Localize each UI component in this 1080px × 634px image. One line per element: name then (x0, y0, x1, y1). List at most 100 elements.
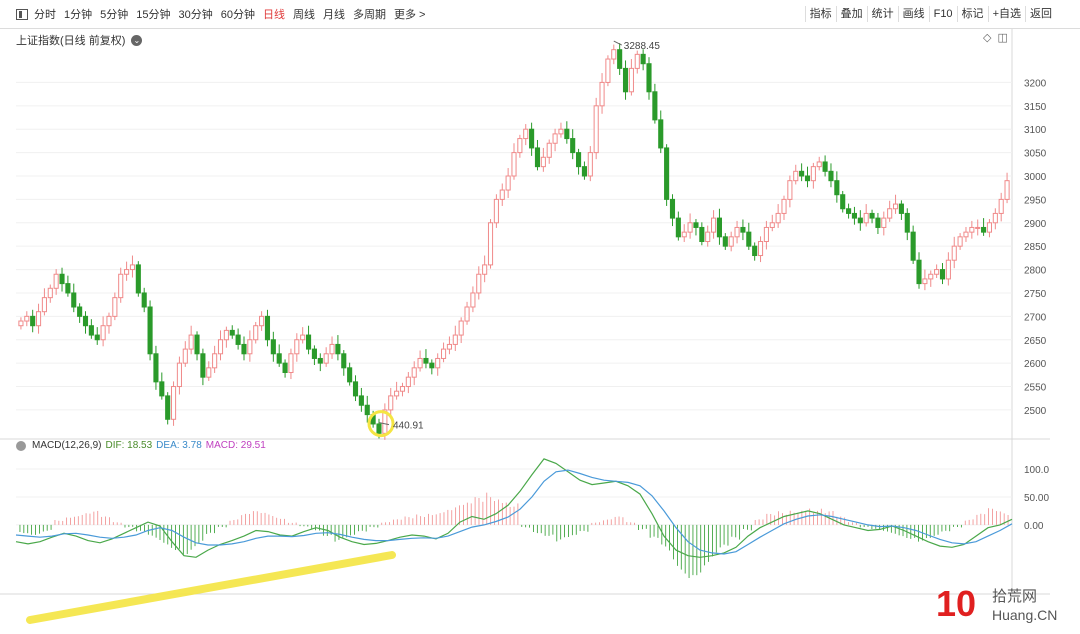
candle-body (863, 212, 869, 224)
candle-body (259, 315, 265, 327)
candle-body (558, 128, 564, 135)
toolbar-actions: 指标 叠加 统计 画线 F10 标记 +自选 返回 (804, 0, 1056, 28)
candle-body (951, 245, 957, 261)
candle-body (388, 395, 394, 411)
period-selector: 分时 1分钟 5分钟 15分钟 30分钟 60分钟 日线 周线 月线 多周期 更多 > (16, 6, 433, 22)
candle-body (165, 395, 171, 420)
candle-body (206, 367, 212, 378)
toolbar-button[interactable]: +自选 (987, 6, 1025, 22)
candle-body (634, 53, 640, 69)
candle-body (112, 297, 118, 317)
candle-body (851, 212, 858, 219)
candle-body (235, 334, 241, 345)
candle-body (94, 334, 100, 341)
period-tab[interactable]: 周线 (293, 9, 315, 21)
candle-body (217, 339, 224, 355)
toolbar-button[interactable]: 统计 (866, 6, 898, 22)
high-marker-line (613, 40, 623, 46)
candle-body (740, 226, 746, 233)
candle-body (722, 236, 728, 247)
macd-tick-label: 50.00 (1024, 493, 1049, 504)
candle-body (986, 222, 993, 233)
price-tick-label: 2500 (1024, 406, 1047, 417)
candle-body (716, 217, 722, 238)
watermark-number: 10 (936, 583, 977, 624)
candle-body (734, 226, 740, 238)
candle-body (687, 222, 693, 233)
candle-body (904, 212, 910, 233)
candle-body (875, 217, 881, 228)
candle-body (599, 81, 605, 107)
candle-body (429, 362, 435, 369)
candle-body (605, 58, 611, 83)
candle-body (640, 53, 646, 65)
candle-body (264, 315, 271, 341)
period-tab[interactable]: 月线 (323, 9, 345, 21)
panel-toggle-icon[interactable]: ◫ (997, 32, 1008, 44)
price-tick-label: 3200 (1024, 78, 1047, 89)
candle-body (681, 231, 687, 238)
toolbar-button[interactable]: 叠加 (835, 6, 867, 22)
sidebar-toggle-icon[interactable] (16, 8, 28, 20)
watermark-site-name: 拾荒网 (992, 588, 1038, 605)
candle-body (118, 273, 124, 299)
candle-body (587, 152, 593, 177)
candle-body (382, 409, 388, 434)
price-tick-label: 2650 (1024, 336, 1047, 347)
candle-body (241, 343, 247, 355)
dif-line (15, 458, 1013, 558)
candle-body (194, 334, 200, 355)
chevron-down-icon[interactable]: ⌄ (131, 34, 143, 46)
diamond-icon[interactable]: ◇ (983, 32, 992, 44)
candle-body (711, 217, 717, 233)
candle-body (100, 325, 106, 341)
candle-body (804, 175, 811, 182)
candle-body (652, 91, 658, 121)
price-tick-label: 3000 (1024, 172, 1047, 183)
period-tab[interactable]: 更多 > (394, 9, 426, 21)
toolbar-button[interactable]: 标记 (956, 6, 988, 22)
candle-body (828, 170, 834, 182)
toolbar-button[interactable]: F10 (928, 6, 957, 22)
period-tab[interactable]: 30分钟 (178, 9, 213, 21)
period-tab[interactable]: 分时 (34, 9, 56, 21)
candle-body (664, 147, 670, 200)
candle-body (992, 212, 998, 224)
candle-body (65, 283, 71, 294)
toolbar-button[interactable]: 指标 (804, 6, 836, 22)
candle-body (675, 217, 681, 238)
chart-toolbar: 分时 1分钟 5分钟 15分钟 30分钟 60分钟 日线 周线 月线 多周期 更多 > 指标 叠加 统计… (0, 0, 1080, 29)
macd-tick-label: 100.0 (1024, 465, 1049, 476)
toolbar-button[interactable]: 返回 (1025, 6, 1056, 22)
gear-icon[interactable] (16, 440, 26, 451)
candle-body (247, 339, 253, 355)
period-tab[interactable]: 15分钟 (136, 9, 171, 21)
candle-body (329, 343, 335, 355)
macd-indicator-name[interactable]: MACD(12,26,9) (32, 440, 102, 451)
candle-body (294, 339, 300, 355)
low-highlight-circle (367, 410, 395, 438)
period-tab[interactable]: 60分钟 (220, 9, 255, 21)
chart-title: 上证指数(日线 前复权) ⌄ (16, 32, 143, 48)
candle-body (763, 226, 769, 242)
candle-body (341, 353, 347, 369)
candle-body (35, 311, 42, 327)
price-tick-label: 2600 (1024, 359, 1047, 370)
dif-value: DIF: 18.53 (105, 440, 153, 451)
period-tab[interactable]: 5分钟 (100, 9, 129, 21)
period-tab[interactable]: 1分钟 (64, 9, 93, 21)
period-tab[interactable]: 日线 (263, 9, 285, 21)
candle-body (775, 212, 781, 224)
candle-body (124, 269, 130, 275)
candle-body (276, 353, 282, 364)
candle-body (229, 329, 235, 336)
candle-body (916, 259, 922, 285)
candle-body (529, 128, 535, 149)
period-tab[interactable]: 多周期 (353, 9, 386, 21)
toolbar-button[interactable]: 画线 (897, 6, 929, 22)
candle-body (253, 325, 259, 341)
price-tick-label: 2550 (1024, 383, 1047, 394)
candle-body (77, 306, 83, 317)
candle-body (1004, 180, 1010, 200)
candle-body (147, 306, 153, 355)
